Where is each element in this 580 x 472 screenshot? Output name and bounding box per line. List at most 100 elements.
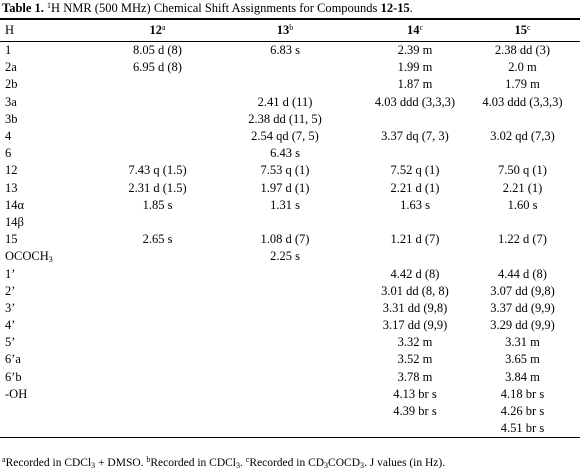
shift-cell: 2.38 dd (3) (494, 43, 551, 58)
shift-cell (110, 351, 205, 368)
shift-cell: 1.22 d (7) (498, 232, 547, 247)
fn-sub: 3 (324, 461, 329, 470)
label-text: 1 (5, 43, 12, 58)
header-label: 14 (406, 23, 420, 37)
shift-cell (205, 386, 365, 403)
column-header: 14c (365, 19, 465, 42)
shift-cell: 1.99 m (397, 60, 433, 75)
table-row: 1’ 4.42 d (8) 4.44 d (8) (0, 265, 580, 282)
shift-cell (365, 248, 465, 265)
row-label: 12 (0, 162, 110, 179)
caption-text: H NMR (500 MHz) Chemical Shift Assignmen… (51, 1, 381, 15)
shift-cell: 3.37 dq (7, 3) (381, 129, 449, 144)
caption-compounds: 12-15 (380, 1, 410, 15)
shift-cell: 3.17 dd (9,9) (382, 318, 448, 333)
column-header: H (0, 19, 110, 42)
table-body: 1 8.05 d (8) 6.83 s 2.39 m 2.38 dd (3) 2a 6.95… (0, 42, 580, 438)
shift-cell (465, 214, 580, 231)
label-text: -OH (5, 386, 28, 401)
shift-cell: 3.65 m (505, 352, 540, 367)
header-label: 15 (514, 23, 527, 37)
shift-cell: 3.52 m (397, 352, 433, 367)
fn-text: Recorded in CDCl (5, 457, 92, 469)
shift-cell (205, 59, 365, 76)
shift-cell: 4.03 ddd (3,3,3) (482, 94, 563, 109)
table-caption: Table 1. 1H NMR (500 MHz) Chemical Shift… (2, 1, 413, 16)
shift-cell (465, 145, 580, 162)
shift-cell: 2.38 dd (11, 5) (248, 111, 322, 126)
shift-cell: 3.31 dd (9,8) (382, 300, 448, 315)
shift-cell: 3.07 dd (9,8) (490, 283, 555, 298)
shift-cell: 4.42 d (8) (390, 266, 440, 281)
header-label: 13 (276, 23, 290, 37)
shift-cell (110, 248, 205, 265)
shift-cell (365, 111, 465, 128)
table-row: 3b 2.38 dd (11, 5) (0, 111, 580, 128)
shift-cell (110, 283, 205, 300)
label-text: 3’ (5, 300, 16, 315)
shift-cell: 8.05 d (8) (133, 43, 182, 58)
shift-cell: 1.79 m (505, 77, 540, 92)
label-text: 12 (5, 163, 18, 178)
shift-cell: 4.39 br s (393, 404, 437, 419)
shift-cell (110, 317, 205, 334)
shift-cell: 4.51 br s (500, 421, 545, 436)
shift-cell (110, 300, 205, 317)
row-label: 15 (0, 231, 110, 248)
fn-mark: c (245, 455, 250, 464)
shift-cell: 1.87 m (397, 77, 433, 92)
column-header: 15c (465, 19, 580, 42)
header-note: c (419, 23, 424, 32)
shift-cell: 2.41 d (11) (257, 94, 313, 109)
label-text: 4’ (5, 318, 16, 333)
row-label: 6 (0, 145, 110, 162)
shift-cell (205, 283, 365, 300)
shift-cell: 1.08 d (7) (260, 232, 310, 247)
table-row: -OH 4.13 br s 4.18 br s (0, 386, 580, 403)
label-text: OCOCH (5, 249, 49, 264)
label-text: 14α (5, 197, 25, 212)
shift-cell (205, 317, 365, 334)
table-row: OCOCH3 2.25 s (0, 248, 580, 265)
row-label: 4’ (0, 317, 110, 334)
label-text: 6 (5, 146, 12, 161)
shift-cell (205, 300, 365, 317)
shift-cell: 1.85 s (142, 197, 173, 212)
row-label: 3a (0, 94, 110, 111)
caption-end: . (409, 1, 413, 15)
shift-cell: 2.0 m (508, 60, 537, 75)
label-text: 1’ (5, 266, 16, 281)
row-label: 6’a (0, 351, 110, 368)
fn-sub: 3 (236, 461, 240, 470)
row-label: 2’ (0, 283, 110, 300)
header-label: 12 (149, 23, 162, 37)
shift-cell: 3.02 qd (7,3) (490, 129, 555, 144)
label-text: 2’ (5, 283, 16, 298)
row-label: 14β (0, 214, 110, 231)
fn-text: + DMSO. (95, 457, 147, 469)
row-label: 2b (0, 76, 110, 93)
row-label: 1 (0, 42, 110, 60)
caption-label: Table 1. (2, 1, 44, 15)
shift-cell: 3.78 m (397, 369, 433, 384)
shift-cell (110, 128, 205, 145)
shift-cell (465, 111, 580, 128)
row-label: -OH (0, 386, 110, 403)
label-text: 15 (5, 232, 18, 247)
shift-cell (205, 403, 365, 420)
label-text: 14β (5, 214, 24, 229)
shift-cell (205, 214, 365, 231)
label-text: 3a (5, 94, 17, 109)
shift-cell: 3.37 dd (9,9) (490, 300, 555, 315)
label-text: 4 (5, 129, 12, 144)
label-text: 6’a (5, 352, 21, 367)
shift-cell (110, 369, 205, 386)
fn-mark: b (146, 455, 151, 464)
row-label: 1’ (0, 265, 110, 282)
fn-text: . J values (in Hz). (364, 457, 446, 469)
shift-cell: 6.43 s (270, 146, 300, 161)
shift-cell: 3.01 dd (8, 8) (381, 283, 449, 298)
shift-cell: 3.84 m (505, 369, 540, 384)
shift-cell (205, 334, 365, 351)
header-note: a (161, 23, 166, 32)
